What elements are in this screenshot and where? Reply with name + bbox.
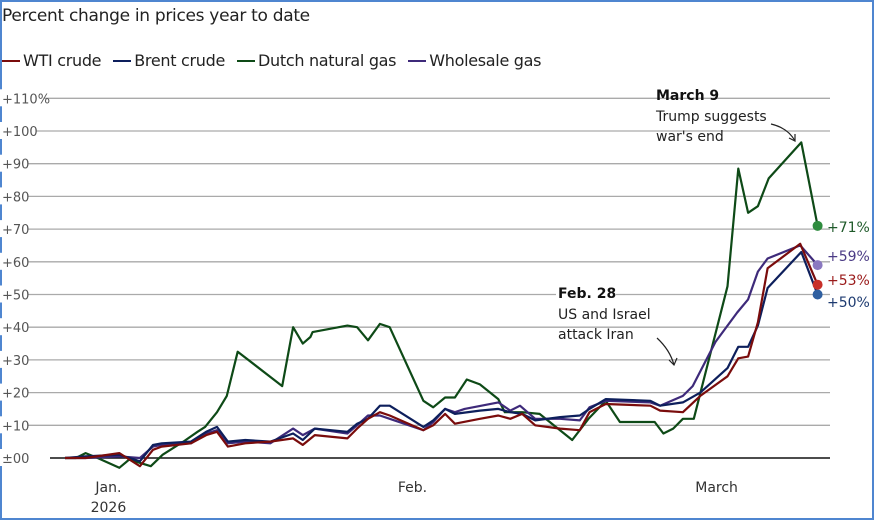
y-tick-label: +20 <box>2 387 29 402</box>
series-line-wholesale-gas <box>65 244 819 460</box>
legend-item-dutch-gas: Dutch natural gas <box>236 51 397 70</box>
legend-item-brent: Brent crude <box>113 51 225 70</box>
arrowhead-icon <box>668 357 678 367</box>
legend-swatch <box>236 59 255 62</box>
tick-label-background <box>0 350 27 368</box>
end-value-label: +59% <box>827 249 870 265</box>
y-tick-label: +70 <box>2 223 29 238</box>
series-line-wti-crude <box>65 242 819 468</box>
arrowhead-icon <box>788 134 796 142</box>
legend-label: WTI crude <box>23 51 102 70</box>
y-tick-label: +50 <box>2 289 29 304</box>
y-tick-label: +90 <box>2 158 29 173</box>
tick-label-background <box>0 416 27 434</box>
series-line-brent-crude <box>64 250 819 463</box>
y-tick-label: +30 <box>2 354 29 369</box>
annotation-feb28-line1: US and Israel <box>558 307 651 323</box>
tick-label-background <box>0 122 34 139</box>
legend-swatch <box>408 59 427 62</box>
x-tick-label: Feb. <box>398 480 427 496</box>
tick-label-background <box>0 252 27 270</box>
tick-label-background <box>0 154 27 172</box>
tick-label-background <box>0 187 27 205</box>
y-tick-label: +60 <box>2 256 29 271</box>
tick-label-background <box>0 449 27 466</box>
tick-label-background <box>0 89 42 107</box>
tick-label-background <box>0 220 27 238</box>
chart-title: Percent change in prices year to date <box>2 6 310 26</box>
tick-label-background <box>0 318 27 336</box>
annotation-march9-line1: Trump suggests <box>655 109 767 125</box>
legend-label: Wholesale gas <box>429 51 542 70</box>
annotation-background <box>556 284 616 300</box>
y-tick-label: +10 <box>2 419 29 434</box>
legend-swatch <box>113 59 132 62</box>
legend-item-wti: WTI crude <box>2 51 102 70</box>
end-point-marker <box>812 279 823 290</box>
annotation-arrow <box>770 123 796 142</box>
series-line-dutch-natural-gas <box>65 141 819 469</box>
tick-label-background <box>0 383 27 401</box>
legend-swatch <box>2 59 20 62</box>
x-tick-sublabel: 2026 <box>91 500 127 516</box>
legend-item-wholesale-gas: Wholesale gas <box>408 51 541 70</box>
y-tick-label: +80 <box>2 190 29 205</box>
annotation-feb28-heading: Feb. 28 <box>558 286 616 302</box>
annotation-arrow <box>656 337 675 366</box>
legend-label: Brent crude <box>134 51 225 70</box>
end-value-label: +50% <box>827 295 870 311</box>
y-tick-label: +100 <box>2 125 38 140</box>
legend: WTI crude Brent crude Dutch natural gas … <box>2 51 541 70</box>
y-tick-label: +40 <box>2 321 29 336</box>
y-tick-label: ±00 <box>2 452 29 467</box>
end-value-label: +53% <box>827 273 870 289</box>
end-point-marker <box>812 260 823 271</box>
annotation-feb28-line2: attack Iran <box>558 327 634 343</box>
end-point-marker <box>812 220 823 231</box>
tick-label-background <box>0 285 27 303</box>
x-tick-label: Jan. <box>94 480 121 496</box>
end-value-label: +71% <box>827 220 870 236</box>
x-tick-label: March <box>695 480 738 496</box>
end-point-marker <box>812 289 823 300</box>
annotation-march9-heading: March 9 <box>656 88 719 104</box>
y-tick-label: +110% <box>2 92 50 107</box>
annotation-march9-line2: war's end <box>656 129 724 145</box>
legend-label: Dutch natural gas <box>257 51 397 70</box>
